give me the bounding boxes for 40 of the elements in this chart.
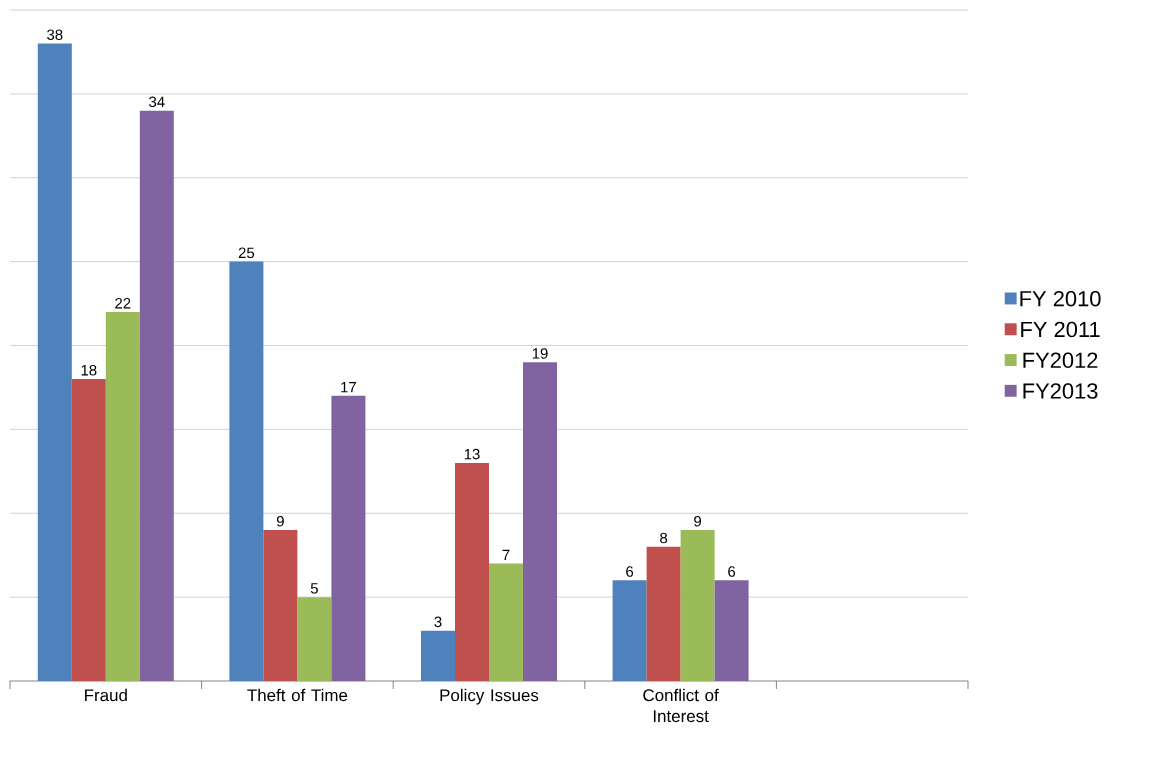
bar <box>714 580 749 681</box>
data-label: 9 <box>694 515 702 527</box>
bar <box>105 311 140 681</box>
data-label: 5 <box>310 583 318 594</box>
bar <box>455 462 489 681</box>
data-label: 25 <box>238 247 255 259</box>
bar <box>71 379 106 681</box>
data-label: 6 <box>728 566 736 577</box>
bar <box>421 630 455 681</box>
legend-label: FY2012 <box>1023 352 1098 369</box>
bar <box>139 110 174 681</box>
bar <box>523 362 557 681</box>
data-label: 7 <box>502 549 510 561</box>
x-tick-label: Conflict of Interest <box>643 688 719 723</box>
legend-label: FY2013 <box>1023 383 1098 399</box>
data-label: 6 <box>626 566 634 577</box>
bar <box>680 530 715 681</box>
data-label: 17 <box>341 382 356 393</box>
data-label: 19 <box>532 348 548 359</box>
x-tick-label: Policy Issues <box>440 688 539 705</box>
data-label: 8 <box>660 532 668 544</box>
bar <box>646 546 681 681</box>
data-label: 18 <box>81 364 97 376</box>
bar <box>263 530 298 681</box>
data-label: 13 <box>464 448 480 460</box>
data-label: 3 <box>434 616 442 628</box>
bar <box>37 43 72 681</box>
x-tick-label: Fraud <box>85 688 127 702</box>
legend-label: FY 2010 <box>1020 290 1101 307</box>
bar <box>297 597 332 681</box>
bar <box>229 261 264 681</box>
data-label: 34 <box>149 96 165 108</box>
data-label: 22 <box>115 297 131 309</box>
legend-label: FY 2011 <box>1021 321 1100 338</box>
bar <box>489 563 523 681</box>
data-label: 38 <box>47 29 63 41</box>
data-label: 9 <box>276 515 284 527</box>
x-tick-label: Theft of Time <box>247 688 348 702</box>
bar <box>331 395 366 681</box>
bar <box>612 580 647 681</box>
